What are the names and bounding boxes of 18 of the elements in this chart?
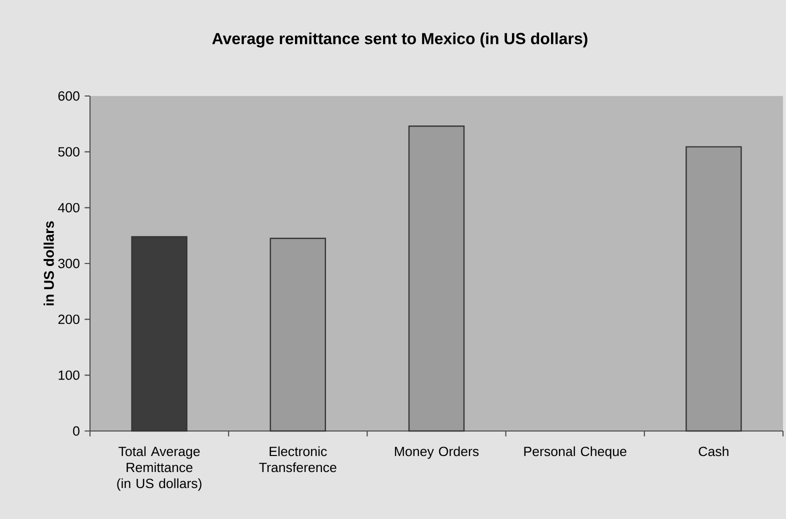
bar <box>686 146 742 432</box>
x-tick-label: Total Average Remittance (in US dollars) <box>117 446 202 491</box>
y-axis-title: in US dollars <box>44 221 54 306</box>
x-tick-label: Cash <box>698 446 728 456</box>
bar <box>270 238 326 432</box>
y-tick-label: 100 <box>58 370 80 380</box>
chart-title: Average remittance sent to Mexico (in US dollars) <box>212 32 588 48</box>
y-tick-label: 400 <box>58 202 80 212</box>
y-tick-label: 600 <box>58 91 80 101</box>
y-tick-label: 200 <box>58 314 80 324</box>
x-tick-label: Electronic Transference <box>259 446 336 472</box>
x-tick-label: Personal Cheque <box>524 446 626 459</box>
y-tick-label: 300 <box>58 258 80 268</box>
y-tick-label: 0 <box>73 426 80 436</box>
y-tick-label: 500 <box>58 147 80 157</box>
bar <box>408 126 465 432</box>
x-tick-label: Money Orders <box>394 446 479 459</box>
bar <box>131 236 188 432</box>
